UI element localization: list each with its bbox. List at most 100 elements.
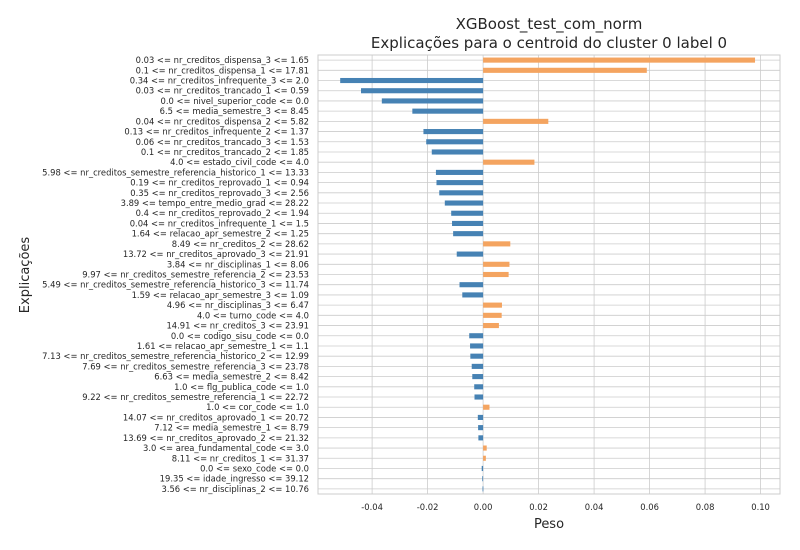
y-tick-label: 8.49 <= nr_creditos_2 <= 28.62 [172,239,309,249]
bar [435,169,484,175]
y-tick-label: 0.0 <= nivel_superior_code <= 0.0 [161,96,309,106]
bar [483,271,509,278]
bar [483,118,549,124]
bar [483,57,756,63]
bar [483,404,490,410]
y-tick-label: 5.49 <= nr_creditos_semestre_referencia_… [42,280,309,290]
bar [482,486,484,492]
y-tick-label: 1.61 <= relacao_apr_semestre_1 <= 1.1 [137,341,309,351]
y-tick-label: 7.69 <= nr_creditos_semestre_referencia_… [82,361,309,371]
y-tick-label: 0.03 <= nr_creditos_trancado_1 <= 0.59 [136,86,309,96]
bar [477,414,484,420]
x-tick-label: -0.04 [361,502,383,512]
y-tick-label: 7.13 <= nr_creditos_semestre_referencia_… [42,351,309,361]
plot-frame [317,54,781,495]
bar [381,98,484,104]
x-tick-label: -0.02 [417,502,439,512]
bar [453,231,484,237]
y-tick-label: 0.35 <= nr_creditos_reprovado_3 <= 2.56 [130,188,309,198]
bar [436,180,484,186]
bar [431,149,484,155]
x-tick-labels: -0.04 -0.02 0.00 0.02 0.04 0.06 0.08 0.10 [361,502,770,512]
y-tick-label: 9.22 <= nr_creditos_semestre_referencia_… [82,392,309,402]
bar [470,343,484,349]
y-tick-label: 19.35 <= idade_ingresso <= 39.12 [160,474,309,484]
y-tick-label: 6.63 <= media_semestre_2 <= 8.42 [154,372,309,382]
y-tick-label: 1.59 <= relacao_apr_semestre_3 <= 1.09 [132,290,309,300]
bar [470,353,484,359]
x-tick-label: 0.00 [474,502,493,512]
y-tick-label: 0.04 <= nr_creditos_infrequente_1 <= 1.5 [130,218,309,228]
bar [439,190,484,196]
bar [474,394,484,400]
bar [478,425,484,431]
y-tick-label: 5.98 <= nr_creditos_semestre_referencia_… [42,167,309,177]
bar [474,384,484,390]
bar [483,67,647,73]
y-tick-label: 8.11 <= nr_creditos_1 <= 31.37 [172,453,309,463]
chart-subtitle: Explicações para o centroid do cluster 0… [371,34,727,52]
y-tick-label: 9.97 <= nr_creditos_semestre_referencia_… [82,270,309,280]
bar [452,220,484,227]
y-tick-label: 1.64 <= relacao_apr_semestre_2 <= 1.25 [132,229,309,239]
y-tick-label: 4.0 <= estado_civil_code <= 4.0 [170,157,309,167]
bar [483,241,511,247]
y-tick-label: 0.19 <= nr_creditos_reprovado_1 <= 0.94 [130,178,309,188]
bar [483,455,486,461]
bar [459,282,484,288]
y-tick-label: 0.1 <= nr_creditos_trancado_2 <= 1.85 [141,147,309,157]
bar [426,139,484,145]
bar [361,88,484,94]
x-tick-label: 0.10 [751,502,770,512]
bar [481,465,484,472]
y-tick-label: 0.4 <= nr_creditos_reprovado_2 <= 1.94 [136,208,309,218]
y-tick-label: 0.06 <= nr_creditos_trancado_3 <= 1.53 [136,137,309,147]
bar [469,333,484,339]
y-tick-label: 4.0 <= turno_code <= 4.0 [197,310,309,320]
x-tick-label: 0.04 [585,502,604,512]
bar [483,302,502,308]
bar [444,200,484,206]
bar [482,476,484,482]
bar [456,251,484,257]
bar [483,322,499,329]
y-axis-label: Explicações [18,237,33,314]
bar [483,312,502,318]
chart-title: XGBoost_test_com_norm [456,15,643,34]
y-tick-label: 3.0 <= area_fundamental_code <= 3.0 [143,443,309,453]
y-tick-label: 14.07 <= nr_creditos_aprovado_1 <= 20.72 [123,412,309,422]
x-tick-label: 0.02 [529,502,548,512]
y-tick-label: 4.96 <= nr_disciplinas_3 <= 6.47 [167,300,309,310]
bar [472,374,484,380]
bar [462,292,484,298]
x-tick-label: 0.08 [696,502,715,512]
y-tick-label: 0.0 <= codigo_sisu_code <= 0.0 [171,331,309,341]
x-tick-label: 0.06 [640,502,659,512]
y-tick-label: 0.03 <= nr_creditos_dispensa_3 <= 1.65 [136,55,309,65]
y-tick-label: 13.72 <= nr_creditos_aprovado_3 <= 21.91 [123,249,309,259]
y-tick-label: 1.0 <= flg_publica_code <= 1.0 [174,382,309,392]
bar [423,129,484,135]
bar [478,435,484,441]
bar [471,363,484,369]
y-tick-labels: 0.03 <= nr_creditos_dispensa_3 <= 1.65 0.… [42,55,309,494]
bar [451,210,484,216]
y-tick-label: 3.56 <= nr_disciplinas_2 <= 10.76 [161,484,309,494]
y-tick-label: 7.12 <= media_semestre_1 <= 8.79 [154,423,309,433]
bar [483,159,535,165]
y-tick-label: 3.89 <= tempo_entre_medio_grad <= 28.22 [121,198,309,208]
y-tick-label: 0.13 <= nr_creditos_infrequente_2 <= 1.3… [124,127,309,137]
bar [412,108,484,114]
grid [318,55,780,494]
y-tick-label: 3.84 <= nr_disciplinas_1 <= 8.06 [167,259,309,269]
bar [483,261,510,267]
y-tick-label: 1.0 <= cor_code <= 1.0 [206,402,309,412]
y-tick-label: 13.69 <= nr_creditos_aprovado_2 <= 21.32 [123,433,309,443]
bar [483,445,487,451]
y-tick-label: 0.34 <= nr_creditos_infrequente_3 <= 2.0 [130,76,309,86]
y-tick-label: 14.91 <= nr_creditos_3 <= 23.91 [166,321,309,331]
y-tick-label: 6.5 <= media_semestre_3 <= 8.45 [160,106,309,116]
y-tick-label: 0.0 <= sexo_code <= 0.0 [200,463,309,473]
bars [340,57,756,492]
